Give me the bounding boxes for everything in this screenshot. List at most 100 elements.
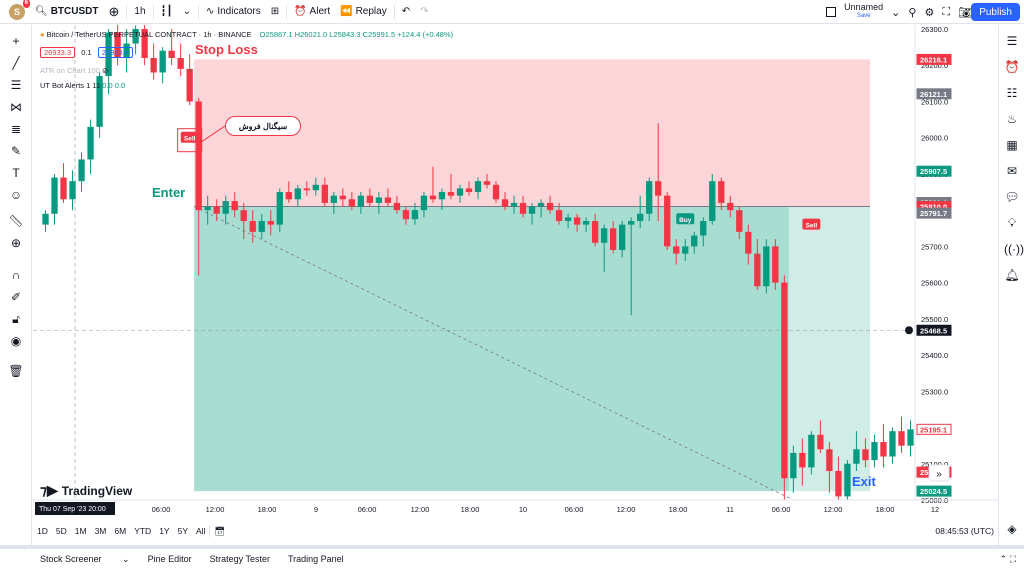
- candle-body: [799, 452, 806, 468]
- brush-icon[interactable]: ✎: [10, 144, 22, 158]
- bulb-icon[interactable]: 💡︎: [1007, 216, 1017, 230]
- range-all[interactable]: All: [196, 526, 206, 536]
- calendar-icon[interactable]: ▦: [1006, 138, 1018, 152]
- quick-search-icon[interactable]: ⚲: [908, 6, 917, 19]
- settings-icon[interactable]: ⚙: [924, 6, 935, 19]
- chat-icon[interactable]: 💬︎: [1004, 190, 1020, 204]
- tab-strategy-tester[interactable]: Strategy Tester: [209, 554, 270, 564]
- ideas-icon[interactable]: ✉: [1006, 164, 1018, 178]
- candle-body: [537, 202, 545, 207]
- redo-icon: ↷: [420, 6, 429, 17]
- layout-icon[interactable]: [826, 7, 837, 17]
- list-add-icon[interactable]: ☷: [1006, 86, 1018, 100]
- horizontal-lines-icon[interactable]: ☰: [10, 78, 22, 92]
- lock-icon[interactable]: 🔓︎: [12, 312, 20, 326]
- camera-icon[interactable]: 📷︎: [958, 6, 972, 19]
- eye-icon[interactable]: ◉: [10, 334, 22, 348]
- range-6m[interactable]: 6M: [114, 526, 127, 536]
- candle-body: [123, 43, 130, 58]
- candle-body: [519, 202, 527, 214]
- price-tick: 26000.0: [921, 134, 948, 143]
- candle-body: [826, 449, 833, 472]
- broadcast-icon[interactable]: ((·)): [1004, 242, 1024, 256]
- panel-controls[interactable]: ⌃ ⛶: [999, 553, 1016, 564]
- candle-style-button[interactable]: ┇┃: [156, 0, 178, 24]
- price-tick: 26200.0: [921, 61, 948, 70]
- price-label: 25907.5: [920, 167, 947, 176]
- candle-body: [114, 32, 121, 58]
- trendline-icon[interactable]: ╱: [12, 56, 20, 70]
- candle-body: [141, 29, 148, 58]
- candle-body: [294, 188, 301, 200]
- candle-body: [213, 206, 220, 214]
- range-ytd[interactable]: YTD: [134, 526, 152, 536]
- price-label-bg: [916, 165, 952, 177]
- candle-body: [510, 202, 518, 207]
- price-tick: 25400.0: [921, 351, 948, 360]
- tab-stock-screener[interactable]: Stock Screener ⌄: [40, 553, 130, 564]
- emoji-icon[interactable]: ☺: [9, 188, 23, 202]
- pitchfork-icon[interactable]: ⋈: [10, 100, 22, 114]
- pencil-lock-icon[interactable]: ✐: [10, 290, 22, 304]
- right-sidebar: ☰ ⏰ ☷ ♨ ▦ ✉ 💬︎ 💡︎ ((·)) 🔔︎ ◈: [998, 25, 1024, 545]
- candle-body: [844, 463, 851, 497]
- candle-body: [429, 195, 437, 200]
- stop-loss-label: Stop Loss: [195, 42, 258, 57]
- flame-icon[interactable]: ♨: [1006, 112, 1018, 126]
- chevron-down-icon[interactable]: ⌄: [891, 6, 901, 19]
- candle-body: [898, 431, 905, 446]
- ohlc-values: O25867.1 H26021.0 L25843.3 C25991.5 +124…: [259, 30, 454, 39]
- indicator-2[interactable]: UT Bot Alerts 1 11 0.0 0.0: [40, 81, 126, 90]
- range-1d[interactable]: 1D: [37, 526, 48, 536]
- symbol-search[interactable]: 🔍︎ BTCUSDT: [30, 0, 103, 24]
- candle-body: [546, 202, 554, 211]
- buy-price[interactable]: 26933.4: [97, 47, 133, 58]
- sell-price[interactable]: 26933.3: [40, 47, 76, 58]
- trash-icon[interactable]: 🗑︎: [8, 364, 24, 378]
- replay-button[interactable]: ⏪ Replay: [335, 0, 392, 24]
- layouts-button[interactable]: ⊞: [266, 0, 284, 24]
- range-1y[interactable]: 1Y: [159, 526, 170, 536]
- layers-icon[interactable]: ◈: [1007, 522, 1017, 536]
- price-label: 25195.1: [920, 425, 947, 434]
- symbol-title[interactable]: Bitcoin / TetherUS PERPETUAL CONTRACT · …: [46, 30, 252, 39]
- ruler-icon[interactable]: 📏︎: [8, 214, 24, 228]
- redo-button[interactable]: ↷: [415, 0, 433, 24]
- compare-button[interactable]: ⊕: [103, 0, 124, 24]
- tab-pine-editor[interactable]: Pine Editor: [147, 554, 192, 564]
- chart-canvas[interactable]: Sell Buy Sell 26300.0 26200.0 26100.0 26000.0…: [33, 25, 998, 520]
- text-icon[interactable]: T: [12, 166, 20, 180]
- fib-icon[interactable]: ≣: [10, 122, 22, 136]
- crosshair-icon[interactable]: +: [12, 34, 20, 48]
- price-tick: 25500.0: [921, 315, 948, 324]
- magnet-icon[interactable]: ∩: [11, 268, 21, 282]
- alarm-clock-icon[interactable]: ⏰: [1004, 60, 1020, 74]
- range-5d[interactable]: 5D: [55, 526, 67, 536]
- undo-button[interactable]: ↶: [397, 0, 415, 24]
- publish-button[interactable]: Publish: [971, 3, 1020, 21]
- bell-icon[interactable]: 🔔︎: [1004, 268, 1020, 282]
- watchlist-icon[interactable]: ☰: [1006, 34, 1018, 48]
- indicators-button[interactable]: ∿ Indicators: [201, 0, 266, 24]
- tab-trading-panel[interactable]: Trading Panel: [287, 554, 344, 564]
- range-5y[interactable]: 5Y: [177, 526, 188, 536]
- spread: 0.1: [81, 48, 92, 57]
- interval-button[interactable]: 1h: [134, 6, 146, 17]
- layout-name[interactable]: Unnamed Save: [844, 2, 884, 20]
- fullscreen-icon[interactable]: ⛶: [942, 5, 951, 18]
- chevron-down-icon: ⌄: [182, 6, 191, 17]
- svg-text:Sell: Sell: [184, 136, 196, 143]
- eye-off-icon[interactable]: ⊘: [101, 66, 109, 75]
- go-to-date-icon[interactable]: 📅︎: [209, 525, 229, 537]
- time-tick: 06:00: [358, 505, 377, 514]
- alert-button[interactable]: ⏰ Alert: [289, 0, 335, 24]
- candle-body: [492, 184, 500, 200]
- range-1m[interactable]: 1M: [74, 526, 87, 536]
- enter-label: Enter: [152, 185, 186, 200]
- indicator-1[interactable]: ATR on Chart 100 ⊘: [40, 66, 109, 75]
- chart-type-button[interactable]: ⌄: [178, 0, 196, 24]
- clock[interactable]: 08:45:53 (UTC): [935, 526, 994, 536]
- zoom-in-icon[interactable]: ⊕: [10, 236, 22, 250]
- range-3m[interactable]: 3M: [94, 526, 107, 536]
